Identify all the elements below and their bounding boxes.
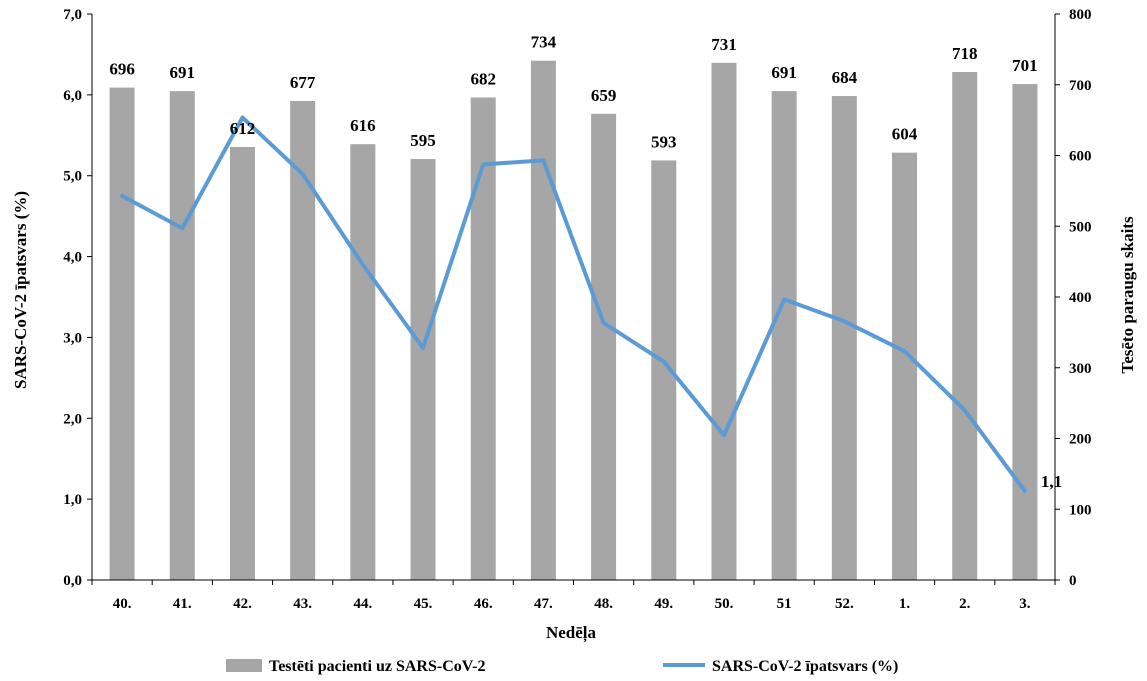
x-tick-label: 50. xyxy=(715,596,734,612)
y-left-tick-label: 5,0 xyxy=(63,169,82,185)
y-left-tick-label: 2,0 xyxy=(63,411,82,427)
y-right-tick-label: 800 xyxy=(1069,7,1092,23)
y-right-tick-label: 400 xyxy=(1069,290,1092,306)
bar xyxy=(410,159,436,580)
legend-label-line: SARS-CoV-2 īpatsvars (%) xyxy=(712,658,898,675)
bar xyxy=(831,96,857,580)
bar-data-label: 595 xyxy=(410,131,436,150)
y-axis-left-title: SARS-CoV-2 īpatsvars (%) xyxy=(11,191,30,389)
line-end-label: 1,1 xyxy=(1041,472,1062,491)
bar-data-label: 696 xyxy=(109,60,135,79)
bar xyxy=(229,147,255,580)
legend: Testēti pacienti uz SARS-CoV-2 SARS-CoV-… xyxy=(226,658,898,675)
x-tick-label: 47. xyxy=(534,596,553,612)
bar xyxy=(350,144,376,580)
x-tick-label: 43. xyxy=(293,596,312,612)
bar-data-label: 612 xyxy=(230,119,256,138)
bar-data-label: 691 xyxy=(771,63,797,82)
legend-label-bar: Testēti pacienti uz SARS-CoV-2 xyxy=(269,658,485,675)
y-axis-right-title: Tesēto paraugu skaits xyxy=(1118,216,1137,374)
bar xyxy=(771,91,797,581)
y-right-tick-label: 300 xyxy=(1069,361,1092,377)
bar-data-label: 701 xyxy=(1012,56,1038,75)
x-tick-label: 40. xyxy=(113,596,132,612)
y-left-tick-label: 0,0 xyxy=(63,573,82,589)
y-right-tick-label: 500 xyxy=(1069,219,1092,235)
y-left-tick-label: 6,0 xyxy=(63,88,82,104)
bar-data-label: 718 xyxy=(952,44,978,63)
bar xyxy=(892,152,918,581)
y-left-tick-label: 7,0 xyxy=(63,7,82,23)
y-right-tick-label: 100 xyxy=(1069,502,1092,518)
y-right-tick-label: 600 xyxy=(1069,149,1092,165)
y-left-tick-label: 1,0 xyxy=(63,492,82,508)
x-tick-label: 42. xyxy=(233,596,252,612)
x-tick-label: 46. xyxy=(474,596,493,612)
axes-layer xyxy=(87,13,1060,585)
labels-layer: 0,0 1,0 2,0 3,0 4,0 5,0 6,0 7,0 0 100 200 300 400 500… xyxy=(63,7,1091,612)
bar xyxy=(952,72,978,580)
x-tick-label: 41. xyxy=(173,596,192,612)
bar-data-label: 604 xyxy=(892,125,918,144)
bar-data-label: 593 xyxy=(651,132,677,151)
bar xyxy=(109,87,135,580)
legend-swatch-bar xyxy=(226,659,262,672)
x-tick-label: 49. xyxy=(654,596,673,612)
x-tick-label: 45. xyxy=(414,596,433,612)
bar xyxy=(1012,84,1038,580)
bar-data-label: 734 xyxy=(531,33,557,52)
bar xyxy=(591,113,617,580)
bar xyxy=(290,101,316,581)
y-left-tick-label: 3,0 xyxy=(63,330,82,346)
y-left-tick-label: 4,0 xyxy=(63,250,82,266)
bar-data-label: 731 xyxy=(711,35,737,54)
x-tick-label: 44. xyxy=(353,596,372,612)
x-tick-label: 1. xyxy=(899,596,911,612)
bar xyxy=(530,60,556,580)
x-tick-label: 52. xyxy=(835,596,854,612)
bar xyxy=(169,91,195,581)
x-tick-label: 48. xyxy=(594,596,613,612)
bar-data-label: 684 xyxy=(832,68,858,87)
line-layer xyxy=(120,115,1027,494)
x-tick-label: 2. xyxy=(959,596,971,612)
x-tick-label: 3. xyxy=(1019,596,1031,612)
series-line xyxy=(120,115,1027,494)
y-right-tick-label: 700 xyxy=(1069,78,1092,94)
bars-layer xyxy=(109,60,1038,581)
x-tick-label: 51 xyxy=(777,596,792,612)
bar-data-label: 682 xyxy=(470,69,496,88)
bar xyxy=(470,97,496,581)
bar xyxy=(711,62,737,580)
bar-data-label: 677 xyxy=(290,73,316,92)
y-right-tick-label: 0 xyxy=(1069,573,1077,589)
x-axis-title: Nedēļa xyxy=(546,623,597,643)
y-right-tick-label: 200 xyxy=(1069,432,1092,448)
bar-data-label: 691 xyxy=(170,63,196,82)
bar-data-label: 616 xyxy=(350,116,376,135)
bar-data-label: 659 xyxy=(591,86,617,105)
